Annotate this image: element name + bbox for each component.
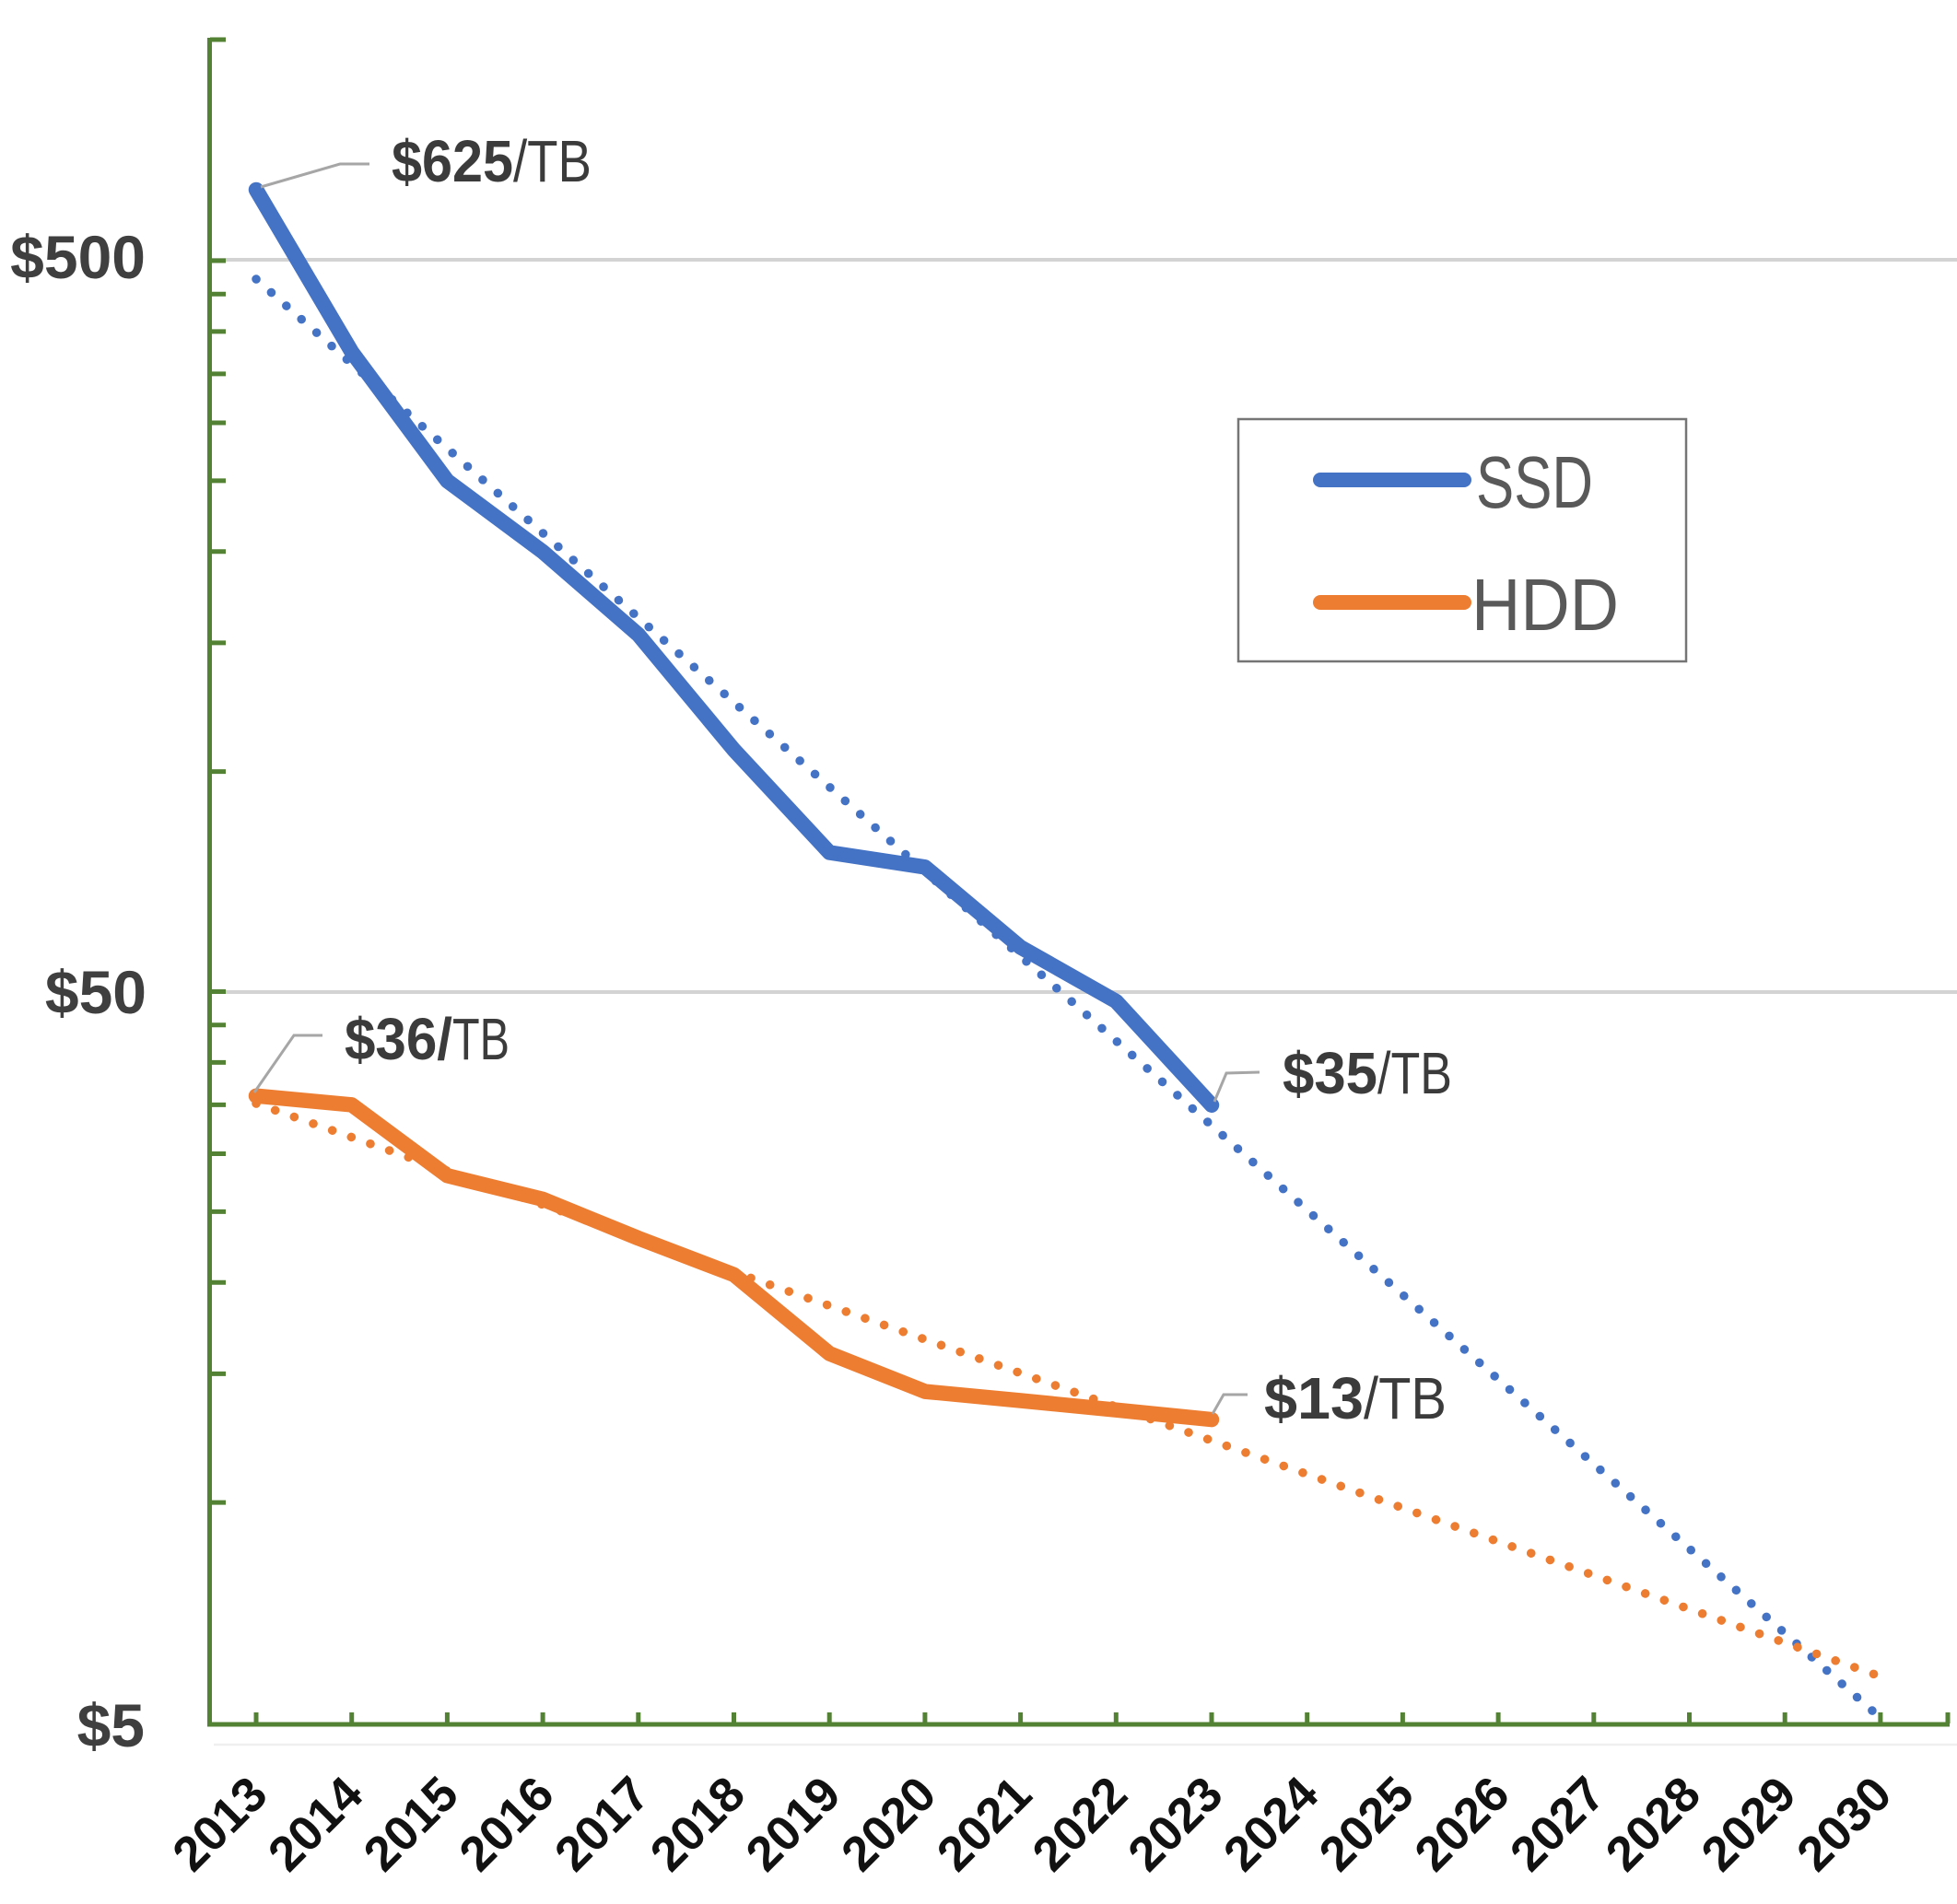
- svg-text:HDD: HDD: [1471, 564, 1619, 646]
- svg-text:$35/TB: $35/TB: [1283, 1040, 1452, 1106]
- svg-text:$50: $50: [45, 958, 146, 1026]
- svg-text:SSD: SSD: [1476, 441, 1593, 523]
- svg-text:$625/TB: $625/TB: [392, 128, 592, 194]
- svg-text:$13/TB: $13/TB: [1264, 1365, 1447, 1431]
- svg-text:$500: $500: [10, 223, 146, 291]
- svg-text:$5: $5: [77, 1691, 145, 1759]
- svg-text:$36/TB: $36/TB: [345, 1006, 510, 1072]
